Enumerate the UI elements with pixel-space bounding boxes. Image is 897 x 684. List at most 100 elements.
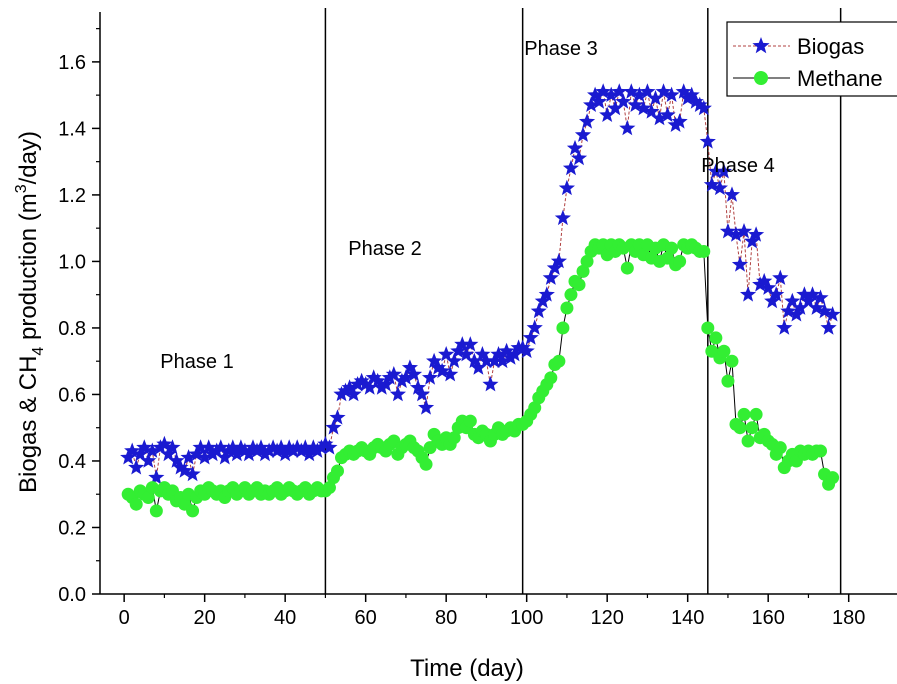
biogas-point xyxy=(538,286,555,302)
biogas-point xyxy=(305,439,322,455)
biogas-point xyxy=(611,83,628,99)
biogas-point xyxy=(232,439,249,455)
biogas-point xyxy=(180,449,197,465)
biogas-point xyxy=(583,96,600,112)
methane-point xyxy=(814,444,828,458)
biogas-point xyxy=(526,319,543,335)
biogas-point xyxy=(627,96,644,112)
biogas-point xyxy=(176,462,193,478)
x-tick-label: 120 xyxy=(590,607,623,629)
biogas-series-line xyxy=(127,89,834,478)
x-tick-label: 0 xyxy=(119,607,130,629)
biogas-point xyxy=(603,86,620,102)
biogas-point xyxy=(514,339,531,355)
methane-point xyxy=(447,431,461,445)
biogas-point xyxy=(804,286,821,302)
biogas-point xyxy=(393,372,410,388)
methane-point xyxy=(721,374,735,388)
methane-point xyxy=(733,421,747,435)
biogas-point xyxy=(446,352,463,369)
biogas-point xyxy=(381,369,398,385)
biogas-point xyxy=(490,346,507,362)
biogas-point xyxy=(687,93,704,109)
biogas-point xyxy=(273,439,290,455)
biogas-point xyxy=(756,272,773,289)
biogas-point xyxy=(542,269,559,285)
biogas-point xyxy=(401,359,418,375)
y-tick-label: 1.0 xyxy=(58,251,86,273)
biogas-point xyxy=(252,439,270,455)
biogas-point xyxy=(695,99,712,116)
biogas-point xyxy=(409,379,427,395)
biogas-point xyxy=(281,439,298,455)
biogas-point xyxy=(313,439,330,455)
methane-point xyxy=(186,504,200,518)
methane-point xyxy=(330,464,344,478)
biogas-point xyxy=(341,379,358,395)
biogas-point xyxy=(200,439,217,455)
biogas-point xyxy=(192,439,209,455)
y-tick-label: 0.2 xyxy=(58,517,86,539)
biogas-point xyxy=(361,379,378,395)
methane-point xyxy=(737,407,751,421)
biogas-point xyxy=(152,439,169,455)
biogas-point xyxy=(297,439,314,455)
biogas-point xyxy=(768,286,785,302)
biogas-point xyxy=(736,223,753,239)
biogas-point xyxy=(792,299,809,315)
biogas-point xyxy=(776,319,793,335)
biogas-point xyxy=(679,90,696,106)
y-axis-label: Biogas & CH4 production (m3/day) xyxy=(13,131,47,493)
methane-point xyxy=(149,504,163,518)
biogas-point xyxy=(337,382,354,398)
biogas-point xyxy=(317,435,334,452)
biogas-point xyxy=(731,256,749,272)
series-markers xyxy=(120,83,841,518)
biogas-point xyxy=(353,372,370,388)
biogas-point xyxy=(369,372,386,388)
biogas-point xyxy=(212,439,229,455)
methane-point xyxy=(141,491,155,505)
biogas-point xyxy=(248,442,266,458)
biogas-point xyxy=(558,179,575,196)
biogas-point xyxy=(554,209,571,226)
biogas-point xyxy=(579,113,596,129)
biogas-point xyxy=(220,442,237,458)
biogas-point xyxy=(405,366,423,382)
biogas-point xyxy=(373,379,390,395)
methane-point xyxy=(572,278,586,292)
biogas-point xyxy=(812,289,829,305)
legend-circle-marker xyxy=(754,71,768,85)
methane-point xyxy=(528,401,542,415)
x-tick-label: 180 xyxy=(832,607,865,629)
methane-point xyxy=(749,407,763,421)
biogas-point xyxy=(607,99,624,116)
biogas-point xyxy=(466,352,483,369)
biogas-point xyxy=(715,163,732,179)
biogas-point xyxy=(462,336,479,352)
biogas-point xyxy=(164,439,181,455)
biogas-point xyxy=(655,83,672,99)
biogas-point xyxy=(675,83,692,99)
biogas-point xyxy=(478,352,495,369)
biogas-point xyxy=(639,83,656,99)
methane-point xyxy=(717,344,731,358)
biogas-point xyxy=(325,419,342,435)
biogas-point xyxy=(699,133,716,149)
biogas-point xyxy=(172,459,189,475)
biogas-point xyxy=(236,442,253,458)
biogas-point xyxy=(703,176,720,192)
biogas-point xyxy=(723,186,740,202)
biogas-point xyxy=(482,376,499,392)
x-tick-label: 40 xyxy=(274,607,296,629)
y-tick-label: 1.4 xyxy=(58,118,86,140)
methane-point xyxy=(544,371,558,385)
biogas-point xyxy=(397,369,414,385)
biogas-point xyxy=(643,103,660,119)
x-tick-label: 60 xyxy=(355,607,377,629)
x-axis-label: Time (day) xyxy=(410,655,524,682)
methane-point xyxy=(463,414,477,428)
biogas-point xyxy=(550,252,567,269)
methane-point xyxy=(129,497,143,511)
biogas-point xyxy=(224,439,241,455)
